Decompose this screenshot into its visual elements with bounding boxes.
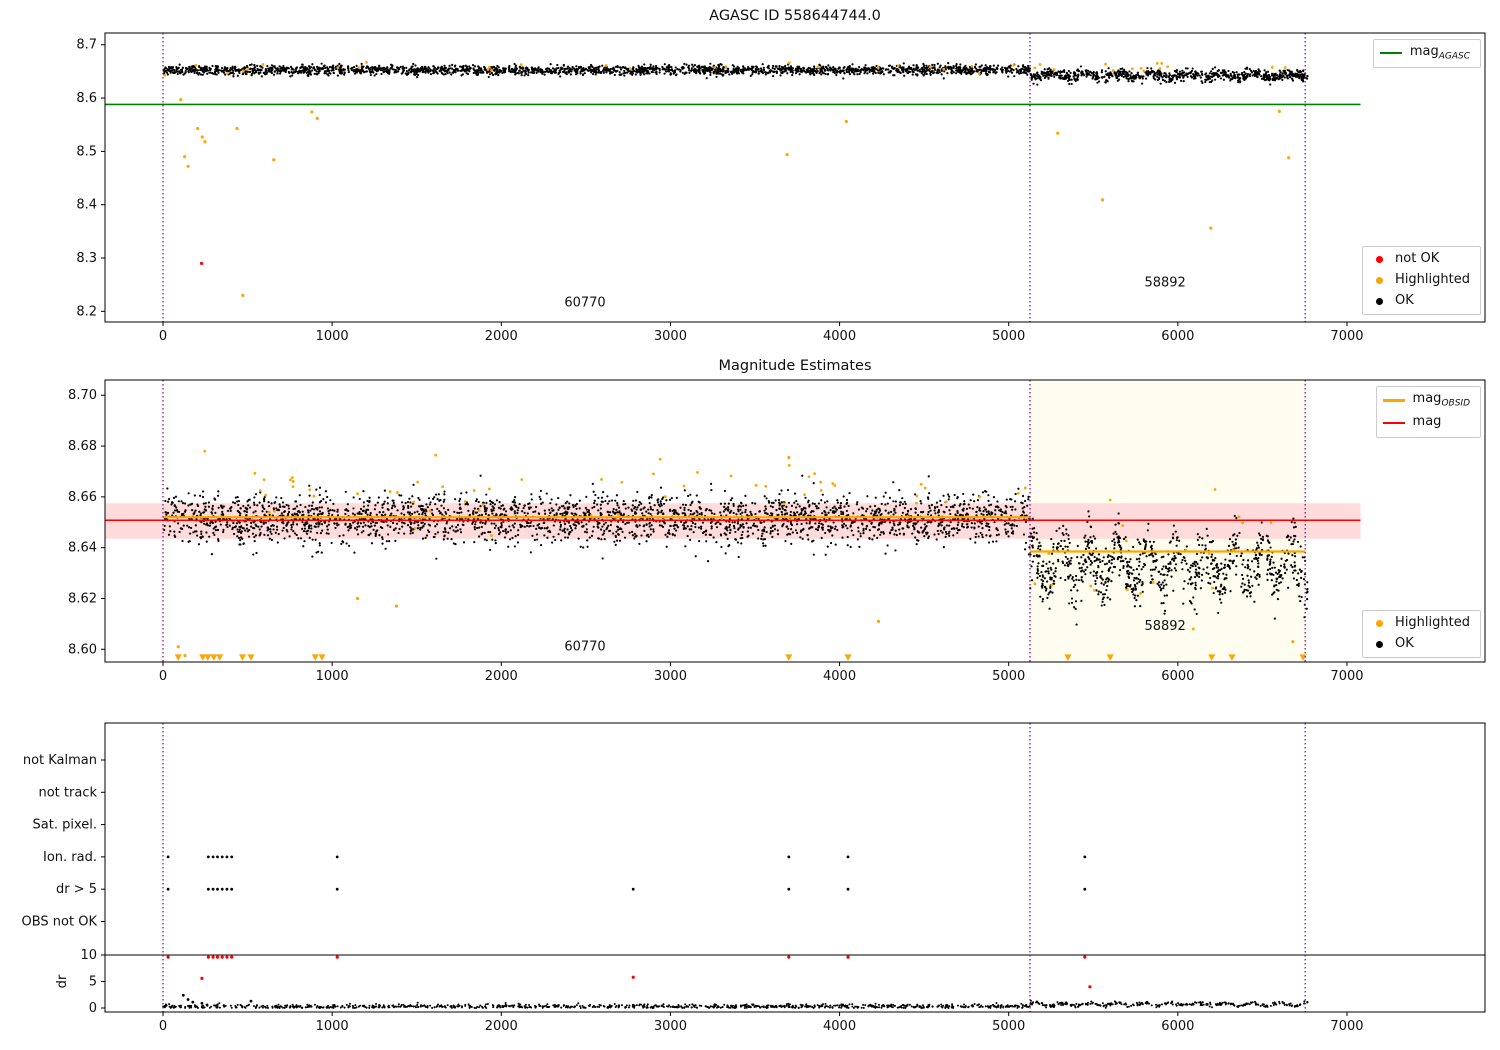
legend-entry-not-ok: not OK [1369,251,1470,267]
svg-text:8.5: 8.5 [76,144,97,159]
mag-agasc-label: magAGASC [1409,44,1470,62]
highlighted-dot-icon [1376,276,1384,284]
mag-label: mag [1412,413,1442,429]
plot1-legend-markers: not OK Highlighted OK [1362,246,1481,315]
mag-agasc-line-swatch [1379,52,1402,55]
plot2-title: Magnitude Estimates [718,358,872,374]
svg-text:6000: 6000 [1161,329,1194,344]
legend-entry-mag-obsid: magOBSID [1382,391,1470,409]
ok-dot-icon [1376,297,1384,305]
svg-text:60770: 60770 [564,296,605,311]
plot2-legend-markers: Highlighted OK [1362,610,1481,658]
svg-text:58892: 58892 [1144,275,1185,290]
svg-text:2000: 2000 [485,329,518,344]
plot1-title: AGASC ID 558644744.0 [709,8,881,24]
legend-entry-highlighted-2: Highlighted [1369,615,1470,631]
not-ok-dot-icon [1376,255,1384,263]
highlighted-dot-icon [1376,619,1384,627]
svg-text:4000: 4000 [823,329,856,344]
ok-dot-icon [1376,640,1384,648]
ok-label: OK [1395,635,1414,651]
legend-entry-ok-2: OK [1369,635,1470,652]
svg-text:8.6: 8.6 [76,91,97,106]
svg-text:8.7: 8.7 [76,38,97,53]
svg-text:3000: 3000 [654,329,687,344]
svg-text:1000: 1000 [316,329,349,344]
svg-text:5000: 5000 [992,329,1025,344]
highlighted-label: Highlighted [1395,615,1470,630]
legend-entry-highlighted: Highlighted [1369,271,1470,288]
svg-text:8.3: 8.3 [76,251,97,266]
svg-text:0: 0 [159,329,167,344]
plot2-legend-lines: magOBSID mag [1375,386,1481,438]
not-ok-label: not OK [1395,251,1440,266]
plot-agasc-id: 0 1000 2000 3000 4000 5000 6000 7000 8.2 8.3 8.4 8.… [76,32,1486,344]
svg-text:7000: 7000 [1330,329,1363,344]
plot1-legend-lines: magAGASC [1372,39,1481,68]
mag-obsid-line-swatch [1382,398,1405,402]
svg-text:8.2: 8.2 [76,304,97,319]
plot-magnitude-estimates: 0 1000 2000 3000 4000 5000 6000 70008.608.628.6… [68,379,1486,684]
legend-entry-mag-agasc: magAGASC [1379,44,1470,62]
legend-entry-ok: OK [1369,292,1470,309]
legend-entry-mag: mag [1382,413,1470,432]
mag-line-swatch [1382,422,1405,425]
mag-obsid-label: magOBSID [1412,391,1470,409]
svg-text:8.4: 8.4 [76,198,97,213]
highlighted-label: Highlighted [1395,271,1470,287]
ok-label: OK [1395,292,1414,308]
